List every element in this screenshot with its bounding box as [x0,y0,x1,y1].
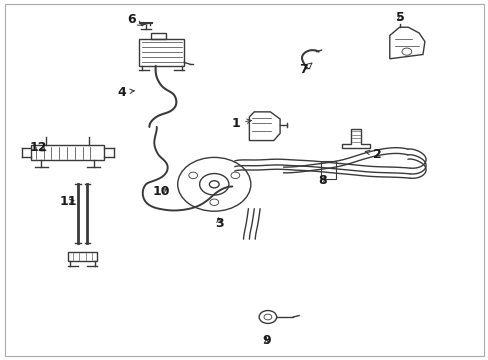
Bar [139,39,183,66]
Text: 9: 9 [262,334,270,347]
Text: 5: 5 [395,12,404,24]
Text: 2: 2 [365,148,381,161]
Text: 4: 4 [117,86,134,99]
Bar [31,145,104,160]
Text: 8: 8 [318,174,326,186]
Text: 7: 7 [299,63,311,76]
Text: 6: 6 [127,13,142,26]
Text: 12: 12 [30,141,47,154]
Bar [321,161,335,179]
Text: 11: 11 [59,195,77,208]
Text: 1: 1 [231,117,251,130]
Text: 3: 3 [214,216,223,230]
Bar [68,252,97,261]
Bar [151,33,165,39]
Text: 10: 10 [153,185,170,198]
